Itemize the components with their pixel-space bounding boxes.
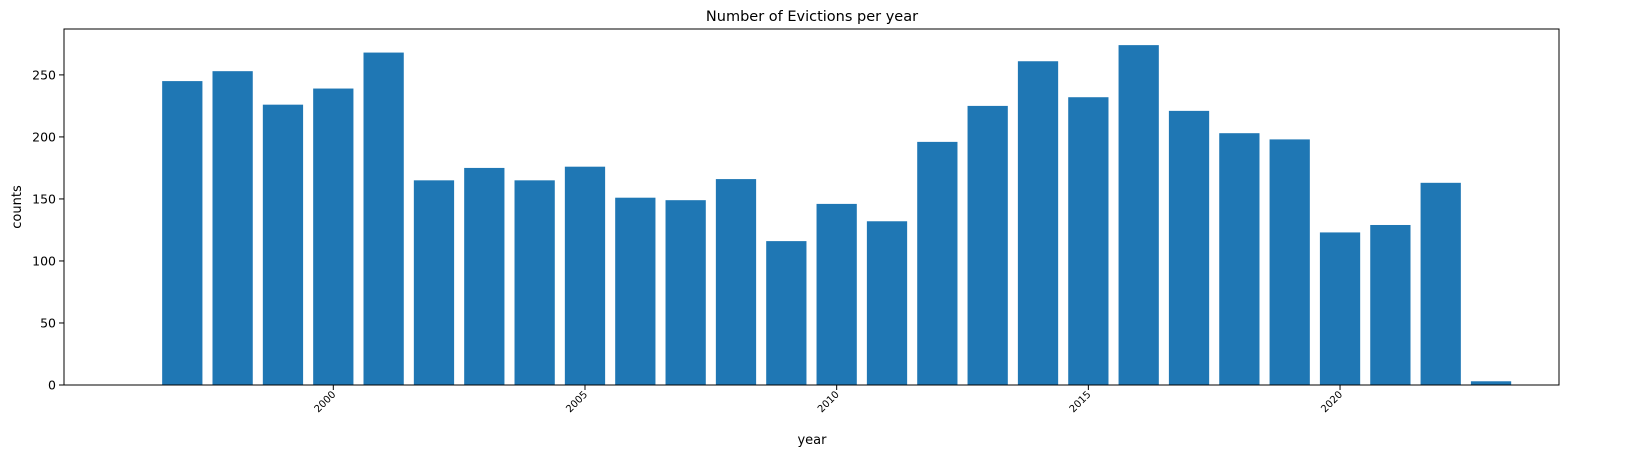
- y-tick-label: 250: [32, 67, 56, 82]
- y-tick-label: 200: [32, 129, 56, 144]
- x-axis-label: year: [797, 433, 827, 448]
- bar-2011: [866, 221, 908, 385]
- bar-2006: [615, 197, 656, 385]
- y-tick-label: 0: [48, 378, 56, 393]
- y-axis-label: counts: [10, 185, 25, 229]
- bar-2023: [1470, 381, 1512, 385]
- bar-2009: [766, 241, 807, 385]
- bar-2000: [313, 88, 354, 385]
- x-tick-label: 2010: [816, 389, 842, 415]
- bars-group: [162, 45, 1512, 386]
- bar-2003: [464, 167, 505, 385]
- plot-frame: [63, 28, 1560, 386]
- bar-2019: [1269, 139, 1310, 385]
- y-tick-label: 100: [32, 253, 56, 268]
- bar-2021: [1370, 224, 1411, 385]
- bar-2001: [363, 52, 404, 386]
- x-tick-label: 2000: [313, 389, 339, 415]
- y-tick-label: 150: [32, 191, 56, 206]
- y-axis: 0 50 100 150 200 250: [32, 67, 64, 393]
- y-tick-label: 50: [40, 315, 56, 330]
- bar-2016: [1118, 45, 1159, 386]
- x-tick-label: 2020: [1319, 389, 1345, 415]
- bar-2012: [917, 141, 958, 385]
- x-axis: 2000 2005 2010 2015 2020: [313, 385, 1345, 415]
- x-tick-label: 2015: [1068, 389, 1094, 415]
- chart-title: Number of Evictions per year: [706, 9, 918, 25]
- bar-1999: [262, 104, 304, 386]
- bar-2005: [564, 166, 606, 385]
- bar-2014: [1017, 61, 1059, 386]
- bar-1997: [162, 81, 203, 385]
- bar-2008: [715, 179, 757, 385]
- x-tick-label: 2005: [564, 389, 590, 415]
- bar-2010: [816, 203, 857, 385]
- bar-2018: [1219, 133, 1260, 385]
- bar-2017: [1168, 110, 1210, 385]
- bar-1998: [212, 71, 253, 385]
- bar-2004: [514, 180, 555, 385]
- bar-2007: [665, 200, 706, 385]
- bar-2013: [967, 105, 1008, 386]
- bar-2022: [1420, 182, 1461, 385]
- bar-2015: [1068, 97, 1109, 386]
- bar-2002: [413, 180, 455, 385]
- bar-2020: [1319, 232, 1361, 385]
